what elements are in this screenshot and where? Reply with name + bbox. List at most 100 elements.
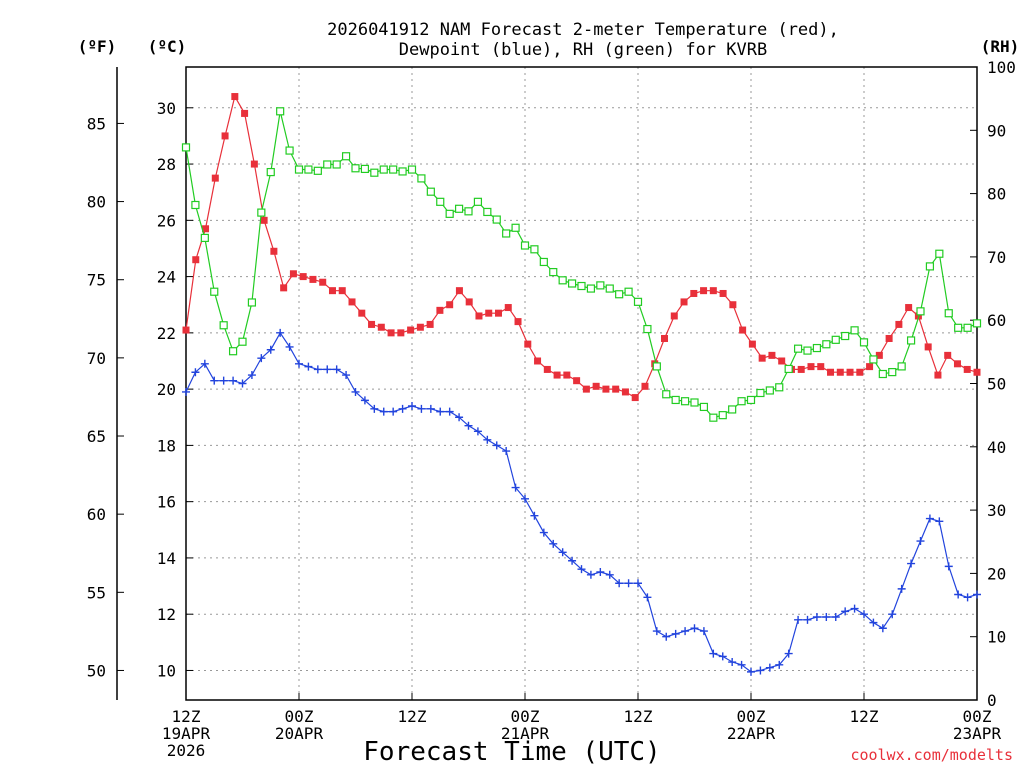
dewpoint-point bbox=[605, 570, 614, 579]
rh-point bbox=[200, 233, 209, 243]
dewpoint-point bbox=[973, 590, 981, 599]
rh-point bbox=[502, 229, 511, 238]
dewpoint-point bbox=[558, 548, 567, 557]
rh-point bbox=[360, 164, 370, 174]
dewpoint-point bbox=[643, 593, 652, 602]
dewpoint-point bbox=[652, 627, 661, 636]
celsius-tick-label: 16 bbox=[157, 493, 176, 512]
temperature-point bbox=[221, 132, 229, 140]
rh-point bbox=[784, 364, 793, 374]
x-tick-label: 23APR bbox=[953, 724, 1002, 743]
temperature-point bbox=[641, 382, 649, 390]
temperature-point bbox=[758, 354, 766, 362]
dewpoint-point bbox=[596, 567, 605, 576]
dewpoint-point bbox=[737, 660, 746, 669]
temperature-point bbox=[563, 371, 571, 379]
dewpoint-point bbox=[455, 413, 464, 422]
rh-point bbox=[935, 249, 944, 258]
x-tick-label: 20APR bbox=[275, 724, 324, 743]
dewpoint-point bbox=[718, 652, 727, 661]
temperature-point bbox=[944, 351, 952, 359]
temperature-point bbox=[836, 368, 844, 376]
rh-point bbox=[756, 388, 765, 398]
celsius-tick-label: 22 bbox=[157, 324, 176, 343]
temperature-point bbox=[465, 298, 473, 306]
rh-point bbox=[238, 337, 247, 346]
fahrenheit-tick-label: 70 bbox=[87, 349, 106, 368]
dewpoint-point bbox=[436, 407, 445, 416]
temperature-point bbox=[631, 394, 639, 402]
x-tick-label: 12Z bbox=[850, 707, 879, 726]
x-tick-label: 00Z bbox=[963, 707, 992, 726]
dewpoint-point bbox=[323, 365, 332, 374]
rh-point bbox=[605, 284, 614, 293]
rh-point bbox=[539, 257, 548, 267]
temperature-point bbox=[192, 256, 200, 264]
rh-point bbox=[511, 223, 520, 232]
celsius-tick-label: 20 bbox=[157, 380, 176, 399]
dewpoint-point bbox=[794, 615, 803, 624]
celsius-tick-label: 28 bbox=[157, 155, 176, 174]
rh-point bbox=[737, 397, 746, 406]
rh-point bbox=[690, 398, 699, 407]
dewpoint-point bbox=[511, 483, 520, 492]
x-tick-label: 19APR bbox=[162, 724, 211, 743]
temperature-point bbox=[924, 343, 932, 351]
fahrenheit-unit-label: (ºF) bbox=[78, 37, 117, 56]
x-tick-label: 00Z bbox=[285, 707, 314, 726]
rh-point bbox=[426, 187, 435, 196]
rh-point bbox=[247, 298, 257, 307]
rh-point bbox=[765, 386, 774, 395]
dewpoint-line bbox=[185, 331, 978, 673]
dewpoint-point bbox=[860, 610, 868, 619]
dewpoint-point bbox=[502, 447, 511, 456]
rh-point bbox=[389, 165, 398, 174]
temperature-point bbox=[319, 278, 327, 286]
x-axis-label: Forecast Time (UTC) bbox=[363, 737, 660, 767]
rh-point bbox=[954, 323, 963, 332]
temperature-point bbox=[582, 385, 590, 393]
rh-point bbox=[728, 405, 737, 414]
temperature-point bbox=[602, 385, 610, 393]
dewpoint-point bbox=[379, 407, 388, 416]
rh-point bbox=[709, 413, 718, 422]
rh-tick-label: 50 bbox=[987, 375, 1006, 394]
rh-point bbox=[624, 287, 633, 296]
temperature-point bbox=[827, 368, 835, 376]
rh-point bbox=[285, 146, 294, 155]
rh-tick-label: 90 bbox=[987, 121, 1006, 140]
dewpoint-point bbox=[888, 610, 897, 619]
dewpoint-point bbox=[238, 379, 247, 388]
dewpoint-point bbox=[464, 421, 473, 430]
rh-point bbox=[662, 390, 671, 399]
dewpoint-point bbox=[784, 649, 793, 658]
plot-frame bbox=[185, 66, 978, 701]
dewpoint-point bbox=[954, 590, 963, 599]
temperature-point bbox=[661, 334, 669, 342]
dewpoint-point bbox=[549, 539, 558, 548]
temperature-point bbox=[963, 365, 971, 373]
temperature-point bbox=[553, 371, 561, 379]
rh-point bbox=[417, 174, 426, 183]
rh-point bbox=[831, 335, 840, 344]
celsius-tick-label: 10 bbox=[157, 661, 176, 680]
temperature-point bbox=[270, 247, 278, 255]
rh-point bbox=[859, 338, 869, 347]
celsius-tick-label: 30 bbox=[157, 99, 176, 118]
fahrenheit-tick-label: 65 bbox=[87, 427, 106, 446]
rh-point bbox=[492, 215, 501, 224]
celsius-tick-label: 24 bbox=[157, 268, 176, 287]
rh-point bbox=[520, 241, 530, 250]
temperature-point bbox=[729, 301, 737, 309]
grid-lines bbox=[186, 67, 977, 700]
temperature-point bbox=[817, 363, 825, 371]
dewpoint-point bbox=[831, 613, 840, 622]
temperature-point bbox=[524, 340, 532, 348]
temperature-point bbox=[719, 289, 727, 297]
x-tick-label: 2026 bbox=[167, 741, 206, 760]
temperature-point bbox=[778, 357, 786, 365]
rh-tick-label: 40 bbox=[987, 438, 1006, 457]
temperature-point bbox=[348, 298, 356, 306]
dewpoint-point bbox=[662, 632, 671, 641]
dewpoint-point bbox=[690, 624, 699, 633]
